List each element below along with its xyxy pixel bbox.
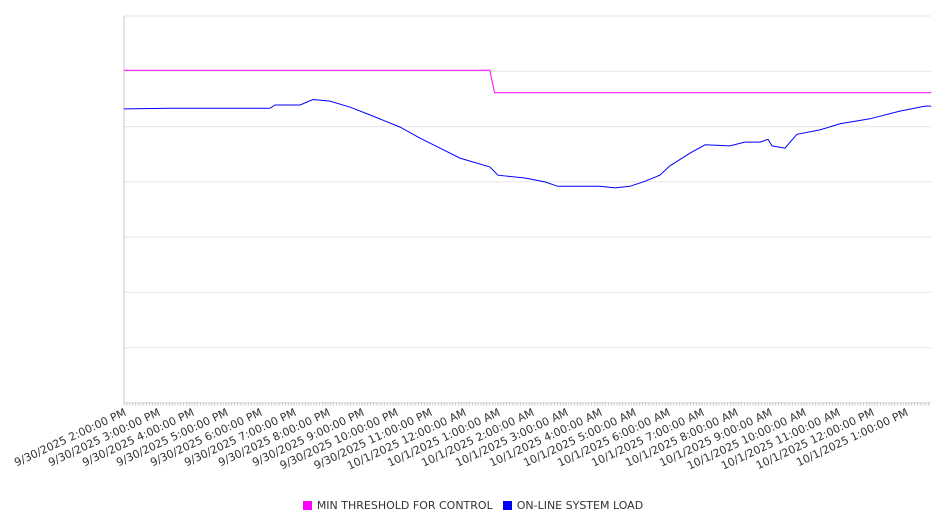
legend-item-threshold[interactable]: MIN THRESHOLD FOR CONTROL [302, 499, 493, 512]
legend-label-load: ON-LINE SYSTEM LOAD [516, 499, 644, 512]
legend-item-load[interactable]: ON-LINE SYSTEM LOAD [502, 499, 644, 512]
series-line-system-load [123, 98, 932, 189]
series-line-min-threshold [124, 69, 932, 94]
legend-swatch-threshold [302, 501, 312, 510]
axes [123, 16, 931, 406]
x-tick-labels: 9/30/2025 2:00:00 PM9/30/2025 3:00:00 PM… [12, 406, 910, 473]
gridlines [124, 15, 931, 404]
legend: MIN THRESHOLD FOR CONTROL ON-LINE SYSTEM… [0, 499, 946, 512]
legend-label-threshold: MIN THRESHOLD FOR CONTROL [316, 499, 493, 512]
series-lines [123, 69, 932, 189]
legend-swatch-load [502, 501, 512, 510]
